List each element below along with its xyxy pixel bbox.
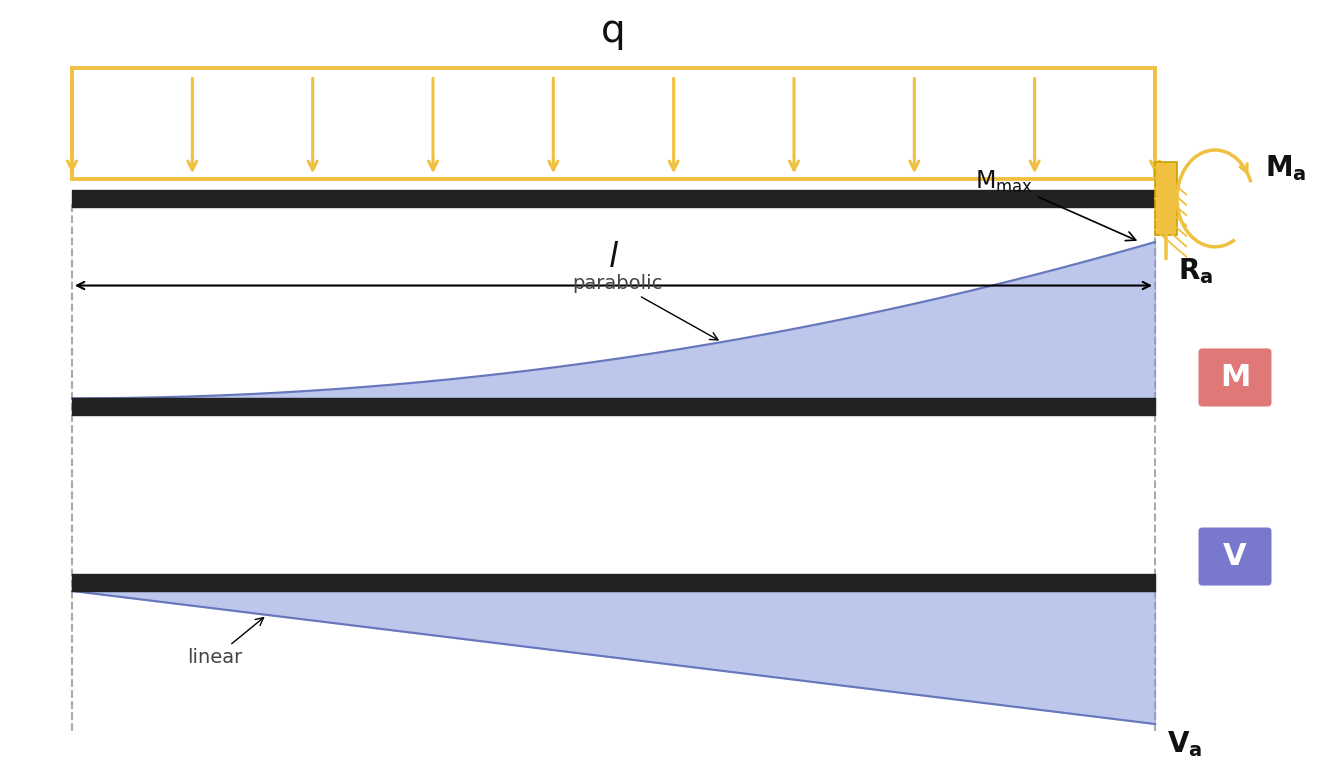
Text: V: V	[1224, 542, 1246, 571]
Text: parabolic: parabolic	[572, 274, 718, 340]
Text: R$_{\mathregular{a}}$: R$_{\mathregular{a}}$	[1177, 256, 1213, 287]
Text: q: q	[601, 12, 626, 50]
Text: M$_{\mathregular{a}}$: M$_{\mathregular{a}}$	[1265, 154, 1307, 183]
FancyBboxPatch shape	[1199, 348, 1271, 407]
Bar	[71, 575, 1155, 591]
FancyBboxPatch shape	[1199, 527, 1271, 585]
Text: linear: linear	[187, 618, 263, 667]
Text: M$_{\mathregular{max}}$: M$_{\mathregular{max}}$	[975, 169, 1135, 241]
Bar	[71, 190, 1155, 207]
Text: M: M	[1220, 363, 1250, 392]
Bar	[71, 398, 1155, 415]
Bar	[1155, 162, 1177, 235]
Text: V$_{\mathregular{a}}$: V$_{\mathregular{a}}$	[1167, 729, 1203, 758]
Text: l: l	[609, 241, 618, 274]
